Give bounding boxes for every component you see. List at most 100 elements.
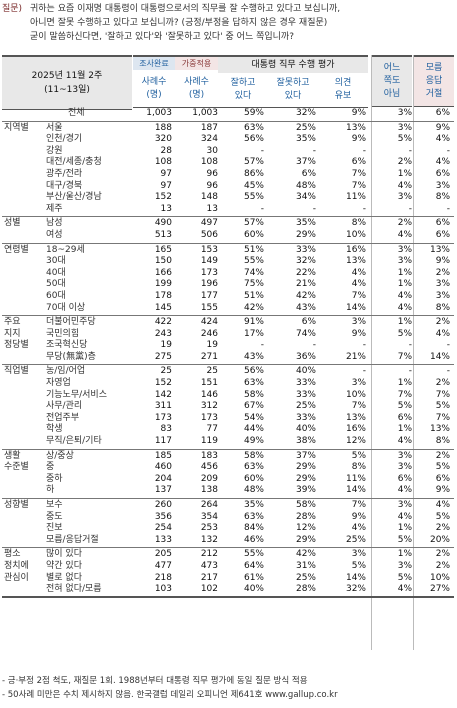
value-cell: 5% — [435, 401, 450, 412]
value-cell: 4% — [435, 500, 450, 510]
value-cell: 35% — [243, 500, 264, 510]
value-cell: 254 — [154, 523, 172, 534]
table-row: 하 137 138 48% 39% 14% 4% 9% — [2, 485, 454, 497]
period-header: 2025년 11월 2주 (11~13일) — [2, 55, 132, 110]
group-divider — [2, 216, 454, 218]
subgroup-label: 더불어민주당 — [46, 317, 96, 328]
group-divider — [2, 315, 454, 317]
value-cell: 5% — [351, 560, 366, 571]
subgroup-label: 농/임/어업 — [46, 366, 86, 377]
value-cell: 497 — [200, 218, 218, 229]
value-cell: 2% — [435, 267, 450, 278]
group-divider — [2, 242, 454, 244]
period-line-1: 2025년 11월 2주 — [31, 71, 103, 81]
value-cell: 5% — [351, 450, 366, 461]
value-cell: 36% — [295, 351, 316, 362]
table-row: 무직/은퇴/기타 117 119 49% 38% 12% 4% 8% — [2, 436, 454, 448]
question-label: 질문) — [2, 4, 23, 14]
value-cell: 5% — [397, 401, 412, 412]
subgroup-label: 중도 — [46, 511, 63, 522]
subgroup-label: 강원 — [46, 145, 63, 156]
value-cell: 7% — [351, 500, 366, 510]
value-cell: 10% — [345, 229, 366, 240]
subgroup-label: 학생 — [46, 424, 63, 435]
group-label: 정치에 — [4, 560, 29, 571]
value-cell: 33% — [295, 412, 316, 423]
value-cell: 155 — [200, 302, 218, 313]
subgroup-label: 약간 있다 — [46, 560, 82, 571]
subgroup-label: 중 — [46, 462, 55, 473]
value-cell: 6% — [435, 168, 450, 179]
value-cell: 57% — [243, 157, 264, 168]
value-cell: 8% — [435, 436, 450, 447]
value-cell: 14% — [345, 302, 366, 313]
table-row: 사무/관리 311 312 67% 25% 7% 5% 5% — [2, 401, 454, 413]
value-cell: 506 — [200, 229, 218, 240]
value-cell: 3% — [397, 122, 412, 133]
table-row: 40대 166 173 74% 22% 4% 1% 2% — [2, 268, 454, 280]
value-cell: - — [312, 203, 316, 214]
value-cell: 19 — [206, 340, 218, 351]
value-cell: 16% — [345, 244, 366, 255]
value-cell: 6% — [351, 157, 366, 168]
value-cell: 108 — [154, 157, 172, 168]
value-cell: 142 — [154, 389, 172, 400]
value-cell: 91% — [243, 317, 264, 328]
value-cell: 28% — [295, 584, 316, 595]
subgroup-label: 하 — [46, 485, 55, 496]
value-cell: 57% — [243, 218, 264, 229]
value-cell: 513 — [154, 229, 172, 240]
value-cell: - — [362, 203, 366, 214]
subgroup-label: 중하 — [46, 473, 63, 484]
value-cell: 1% — [397, 378, 412, 389]
value-cell: 9% — [435, 256, 450, 267]
value-cell: 5% — [397, 328, 412, 339]
value-cell: 218 — [154, 572, 172, 583]
value-cell: 166 — [154, 267, 172, 278]
value-cell: 34% — [295, 192, 316, 203]
value-cell: 7% — [351, 290, 366, 301]
value-cell: 75% — [243, 279, 264, 290]
table-row: 정치에 약간 있다 477 473 64% 31% 5% 3% 2% — [2, 561, 454, 573]
value-cell: 17% — [243, 328, 264, 339]
value-cell: 33% — [295, 389, 316, 400]
value-cell: 7% — [351, 401, 366, 412]
value-cell: - — [260, 203, 264, 214]
table-row: 자영업 152 151 63% 33% 3% 1% 2% — [2, 378, 454, 390]
value-cell: 2% — [397, 218, 412, 229]
table-row: 중하 204 209 60% 29% 11% 6% 6% — [2, 474, 454, 486]
subgroup-label: 50대 — [46, 279, 66, 290]
footer-line-1: - 긍·부정 2점 척도, 재질문 1회. 1988년부터 대통령 직무 평가에… — [2, 676, 308, 686]
subgroup-label: 대전/세종/충청 — [46, 157, 102, 168]
value-cell: 145 — [154, 302, 172, 313]
value-cell: 48% — [295, 180, 316, 191]
value-cell: 9% — [351, 108, 366, 118]
value-cell: 64% — [243, 560, 264, 571]
value-cell: 3% — [397, 462, 412, 473]
value-cell: 138 — [200, 485, 218, 496]
value-cell: 6% — [435, 229, 450, 240]
group-divider — [2, 547, 454, 549]
table-row: 수준별 중 460 456 63% 29% 8% 3% 5% — [2, 462, 454, 474]
group-label: 지지 — [4, 328, 21, 339]
subgroup-label: 70대 이상 — [46, 302, 86, 313]
group-label: 직업별 — [4, 366, 29, 377]
value-cell: 11% — [345, 192, 366, 203]
value-cell: 33% — [295, 244, 316, 255]
value-cell: 3% — [435, 290, 450, 301]
question-line-2: 아니면 잘못 수행하고 있다고 보십니까? (긍정/부정을 답하지 않은 경우 … — [30, 18, 328, 28]
value-cell: 1,003 — [192, 108, 218, 118]
value-cell: 9% — [351, 134, 366, 145]
value-cell: 96 — [206, 168, 218, 179]
value-cell: 1,003 — [146, 108, 172, 118]
col-approve: 잘하고 있다 — [230, 78, 256, 101]
value-cell: 22% — [295, 267, 316, 278]
value-cell: - — [362, 366, 366, 377]
subgroup-label: 60대 — [46, 290, 66, 301]
value-cell: 153 — [200, 244, 218, 255]
subgroup-label: 보수 — [46, 500, 63, 510]
value-cell: 61% — [243, 572, 264, 583]
value-cell: 32% — [295, 256, 316, 267]
value-cell: 30 — [206, 145, 218, 156]
value-cell: 6% — [301, 317, 316, 328]
